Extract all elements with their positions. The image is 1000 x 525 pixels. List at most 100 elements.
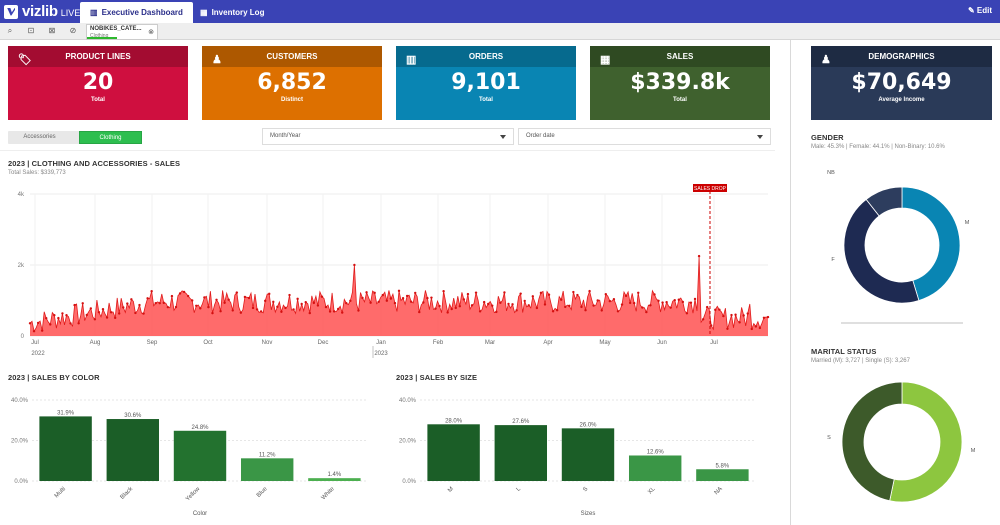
- sales-point: [219, 310, 222, 313]
- sales-point: [482, 300, 486, 304]
- sales-area-chart[interactable]: 4k 2k 0 Jul Aug Sep Oct Nov Dec Jan Feb Mar Apr May Ju…: [0, 180, 780, 365]
- x-tick-label: Black: [120, 485, 135, 500]
- sales-point: [592, 304, 595, 307]
- sales-point: [247, 296, 251, 300]
- sales-point: [718, 308, 721, 311]
- sales-point: [673, 298, 676, 302]
- sales-point: [251, 306, 255, 310]
- bar: [39, 416, 92, 481]
- kpi-title: ORDERS: [468, 52, 504, 61]
- sales-point: [195, 304, 198, 308]
- size-chart-title: 2023 | SALES BY SIZE: [396, 373, 478, 382]
- kpi-value: $339.8k: [630, 70, 730, 95]
- marital-donut-chart[interactable]: MS: [811, 368, 992, 518]
- sales-by-size-chart[interactable]: 40.0% 20.0% 0.0% 28.0% M 27.6% L 26.0% S 12.6% XL 5…: [388, 388, 778, 523]
- sales-point: [304, 301, 307, 304]
- bar-value-label: 24.8%: [191, 425, 209, 431]
- close-icon[interactable]: ⊗: [148, 29, 154, 36]
- panel-divider: [790, 40, 791, 525]
- sales-point: [186, 294, 190, 298]
- sales-point: [750, 327, 753, 331]
- sales-point: [564, 305, 567, 309]
- sales-point: [742, 314, 745, 317]
- sales-point: [280, 310, 283, 314]
- sales-point: [170, 294, 174, 298]
- bar: [240, 458, 294, 481]
- x-axis-label: Sizes: [581, 511, 596, 517]
- sales-point: [543, 303, 547, 306]
- month-year-dropdown[interactable]: Month/Year: [262, 128, 514, 145]
- order-date-dropdown[interactable]: Order date: [518, 128, 771, 145]
- sales-point: [89, 307, 93, 310]
- sales-point: [45, 316, 48, 320]
- sales-chart-title: 2023 | CLOTHING AND ACCESSORIES - SALES: [8, 159, 181, 168]
- sales-point: [705, 305, 709, 309]
- sales-point: [268, 292, 271, 296]
- kpi-orders[interactable]: ▥ ORDERS 9,101 Total: [396, 46, 576, 120]
- sales-point: [576, 293, 579, 297]
- tab-inventory-log[interactable]: ▦ Inventory Log: [190, 2, 274, 23]
- bar-value-label: 28.0%: [445, 418, 463, 424]
- tab-executive-dashboard[interactable]: ▥ Executive Dashboard: [80, 2, 193, 23]
- sales-point: [377, 300, 380, 303]
- sales-point: [438, 304, 441, 308]
- sales-point: [109, 311, 113, 314]
- bar: [106, 419, 160, 481]
- bar-chart-icon: ▥: [406, 54, 417, 66]
- sales-point: [328, 310, 332, 313]
- bar-value-label: 11.2%: [259, 452, 276, 458]
- sales-point: [166, 305, 170, 309]
- sales-point: [272, 300, 275, 304]
- sales-point: [539, 291, 543, 295]
- edit-button[interactable]: ✎ Edit: [968, 6, 992, 15]
- logo-suffix: LIVE!: [60, 8, 83, 18]
- sales-point: [126, 302, 129, 305]
- kpi-product-lines[interactable]: 🏷 PRODUCT LINES 20 Total: [8, 46, 188, 120]
- sales-drop-label: SALES DROP: [694, 186, 727, 192]
- toggle-clothing[interactable]: Clothing: [79, 131, 142, 144]
- sales-point: [130, 298, 133, 301]
- sales-point: [190, 299, 194, 302]
- y-tick-label: 20.0%: [11, 439, 29, 445]
- selection-chip[interactable]: NOBIKES_CATE... Clothing ⊗: [86, 24, 158, 40]
- kpi-demographics[interactable]: ♟ DEMOGRAPHICS $70,649 Average Income: [811, 46, 992, 120]
- sales-point: [527, 304, 530, 307]
- sales-point: [470, 304, 474, 307]
- kpi-sub: Total: [91, 97, 105, 103]
- sales-point: [118, 312, 121, 315]
- sales-point: [308, 311, 311, 315]
- selection-tool-icon[interactable]: ⊡: [27, 26, 35, 35]
- sales-point: [669, 306, 672, 309]
- sales-point: [65, 314, 68, 317]
- kpi-customers[interactable]: ♟ CUSTOMERS 6,852 Distinct: [202, 46, 382, 120]
- toggle-accessories[interactable]: Accessories: [23, 134, 56, 140]
- x-tick-label: M: [447, 486, 455, 494]
- gender-title: GENDER: [811, 133, 844, 142]
- sales-point: [385, 299, 389, 302]
- x-tick-label: Blue: [256, 486, 269, 499]
- smart-search-icon[interactable]: ⌕: [7, 26, 13, 35]
- sales-point: [207, 305, 210, 309]
- step-forward-icon[interactable]: ⊘: [69, 26, 77, 35]
- person-icon: ♟: [212, 54, 222, 66]
- sales-point: [515, 309, 518, 312]
- year-label: 2022: [31, 351, 45, 357]
- x-tick-label: White: [321, 486, 337, 502]
- clear-selection-icon[interactable]: ⊠: [48, 26, 56, 35]
- sales-point: [523, 299, 526, 303]
- bar: [494, 425, 548, 481]
- year-label: 2023: [374, 351, 388, 357]
- x-tick-label: L: [516, 486, 523, 493]
- sales-point: [397, 289, 401, 293]
- app-logo[interactable]: vizlib LIVE!: [4, 3, 83, 20]
- sales-point: [478, 310, 482, 313]
- sales-point: [369, 301, 372, 304]
- chart-icon: ▥: [90, 8, 98, 17]
- gender-donut-chart[interactable]: M F NB: [811, 158, 992, 328]
- donut-slice: [843, 198, 920, 304]
- kpi-sales[interactable]: ▦ SALES $339.8k Total: [590, 46, 770, 120]
- edit-label: Edit: [976, 6, 992, 15]
- sales-by-color-chart[interactable]: 40.0% 20.0% 0.0% 31.9% Multi 30.6% Black 24.8% Y…: [0, 388, 385, 523]
- sales-point: [491, 304, 494, 307]
- sales-point: [632, 301, 636, 305]
